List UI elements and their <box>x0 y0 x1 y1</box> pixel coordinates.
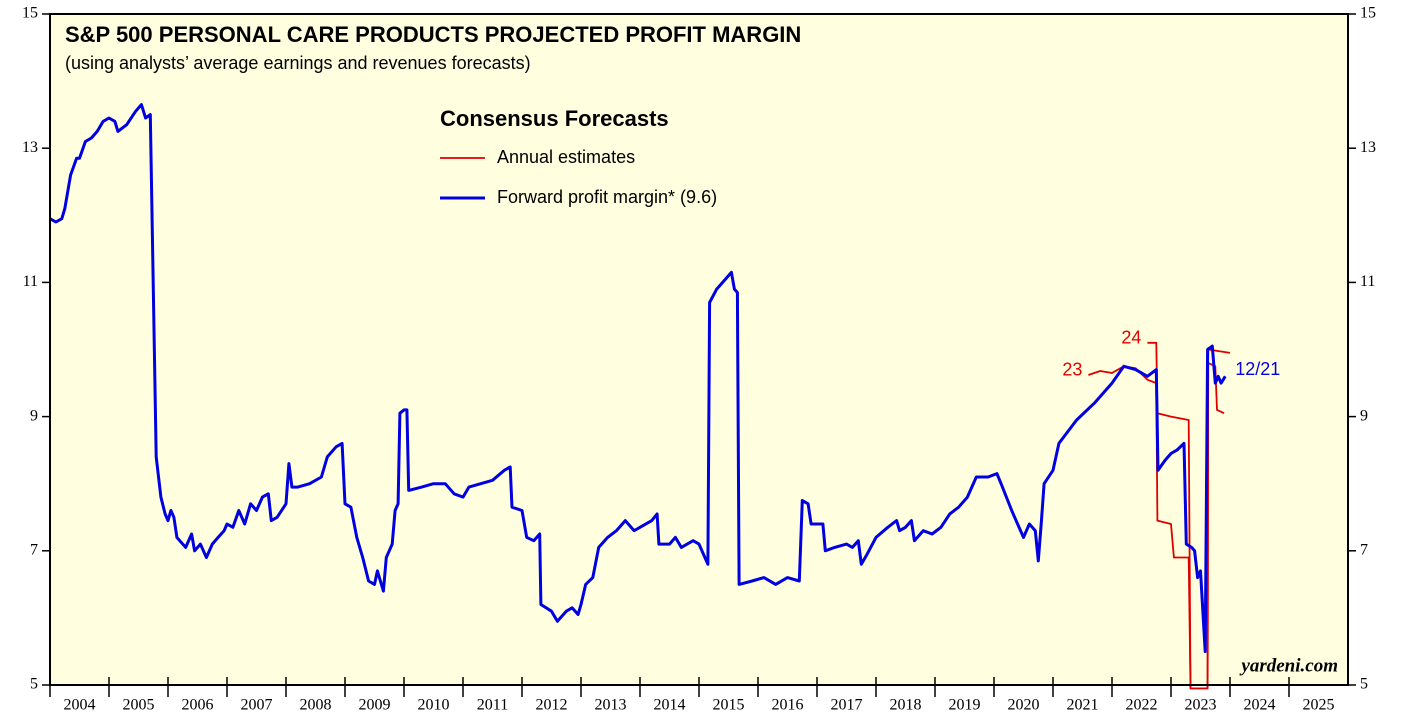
chart-subtitle: (using analysts’ average earnings and re… <box>65 53 531 73</box>
plot-area <box>50 14 1348 685</box>
y2-tick-label: 15 <box>1360 5 1376 22</box>
x-tick-label: 2012 <box>536 697 568 714</box>
forward-margin-line <box>49 103 1227 653</box>
x-tick-label: 2010 <box>418 697 450 714</box>
x-tick-label: 2019 <box>949 697 981 714</box>
x-tick-label: 2015 <box>713 697 745 714</box>
x-tick-label: 2018 <box>890 697 922 714</box>
y-tick-label: 13 <box>22 139 38 156</box>
end-label: 12/21 <box>1235 359 1280 379</box>
x-tick-label: 2023 <box>1185 697 1217 714</box>
x-tick-label: 2025 <box>1303 697 1335 714</box>
legend-label: Annual estimates <box>497 147 635 167</box>
y-tick-label: 9 <box>30 407 38 424</box>
y-tick-label: 5 <box>30 676 38 693</box>
chart-title: S&P 500 PERSONAL CARE PRODUCTS PROJECTED… <box>65 22 801 47</box>
source: yardeni.com <box>1239 655 1338 676</box>
x-tick-label: 2004 <box>64 697 96 714</box>
y2-tick-label: 5 <box>1360 676 1368 693</box>
y2-tick-label: 7 <box>1360 541 1368 558</box>
x-tick-label: 2021 <box>1067 697 1099 714</box>
line-label: 23 <box>1062 360 1082 380</box>
y-tick-label: 11 <box>23 273 38 290</box>
y-tick-label: 7 <box>30 541 38 558</box>
x-tick-label: 2014 <box>654 697 686 714</box>
y2-tick-label: 9 <box>1360 407 1368 424</box>
x-tick-label: 2020 <box>1008 697 1040 714</box>
legend-title: Consensus Forecasts <box>440 106 669 131</box>
estimate-line <box>1088 362 1225 690</box>
x-tick-label: 2017 <box>831 697 863 714</box>
x-tick-label: 2013 <box>595 697 627 714</box>
x-tick-label: 2022 <box>1126 697 1158 714</box>
x-tick-label: 2024 <box>1244 697 1276 714</box>
x-tick-label: 2005 <box>123 697 155 714</box>
y2-tick-label: 13 <box>1360 139 1376 156</box>
x-tick-label: 2006 <box>182 697 214 714</box>
line-label: 24 <box>1121 328 1141 348</box>
x-tick-label: 2011 <box>477 697 508 714</box>
x-tick-label: 2016 <box>772 697 804 714</box>
x-tick-label: 2009 <box>359 697 391 714</box>
y2-tick-label: 11 <box>1360 273 1375 290</box>
y-tick-label: 15 <box>22 5 38 22</box>
x-tick-label: 2007 <box>241 697 273 714</box>
legend-label: Forward profit margin* (9.6) <box>497 187 717 207</box>
x-tick-label: 2008 <box>300 697 332 714</box>
plot-frame <box>49 13 1349 686</box>
